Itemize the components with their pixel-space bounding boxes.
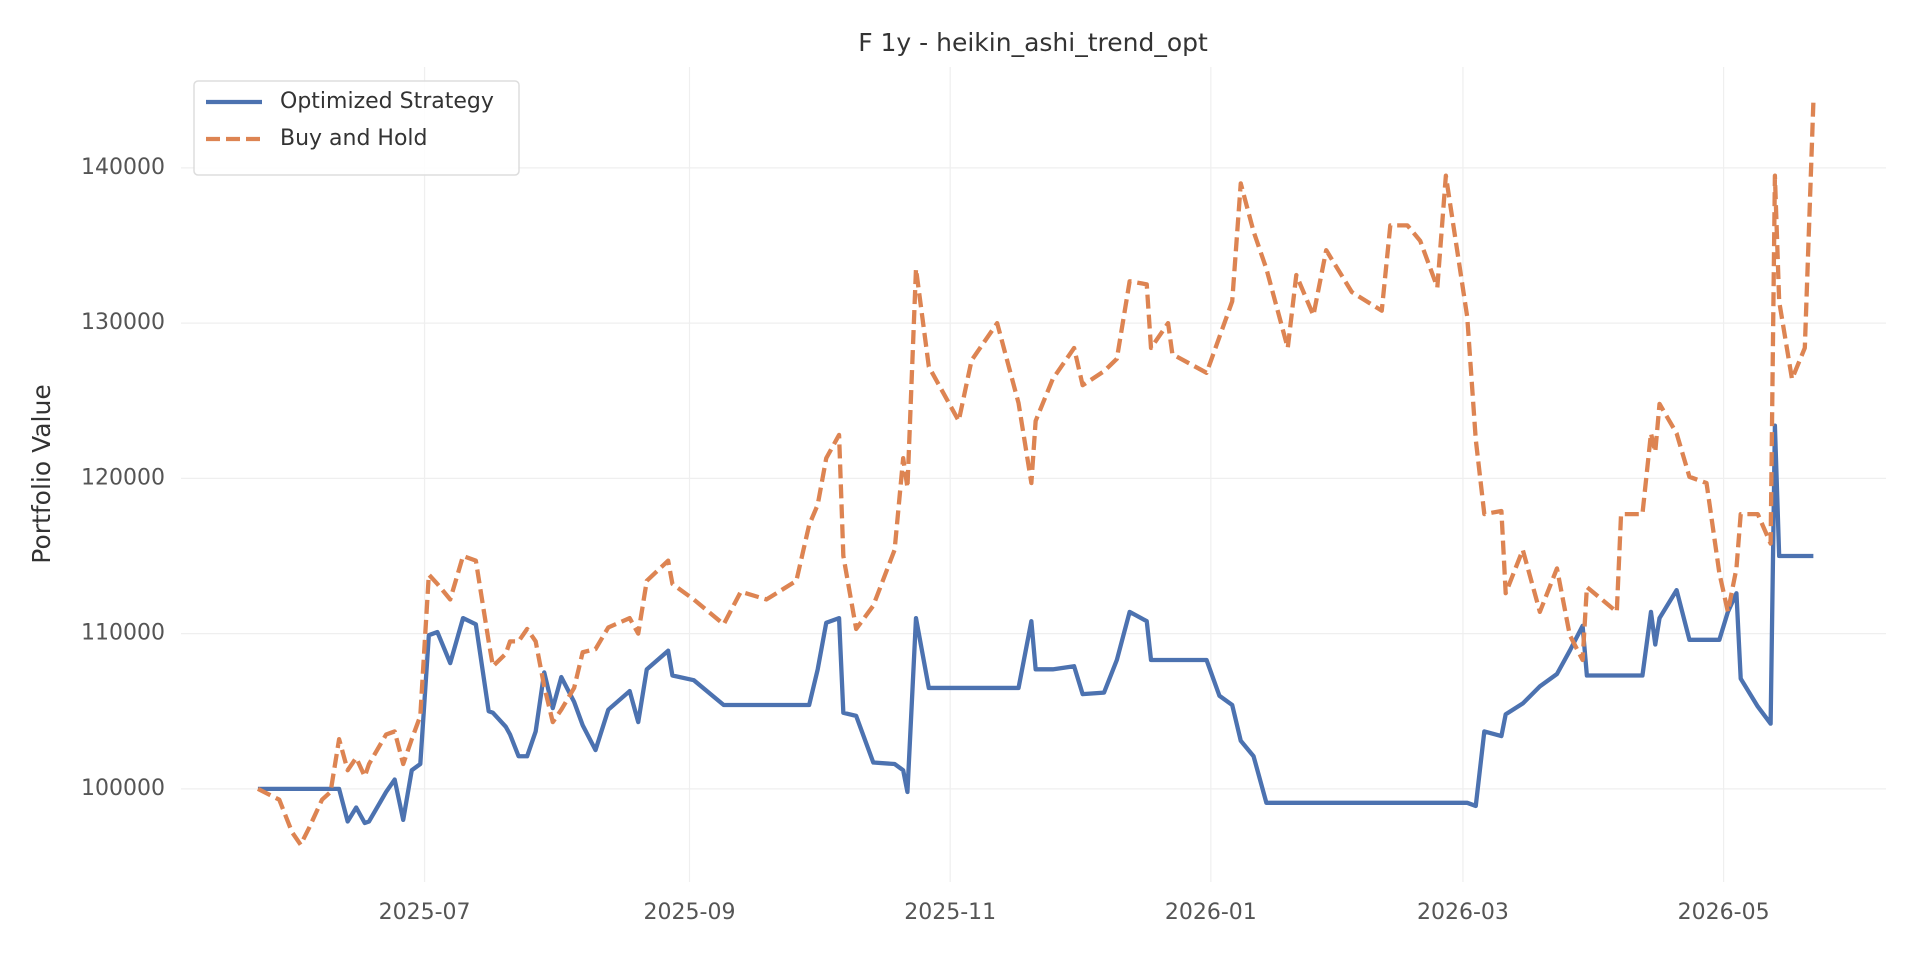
legend: Optimized Strategy Buy and Hold <box>193 80 520 176</box>
x-tick-label: 2026-05 <box>1678 900 1770 925</box>
y-tick-label: 130000 <box>81 310 165 335</box>
x-tick-label: 2025-09 <box>644 900 736 925</box>
y-tick-label: 110000 <box>81 621 165 646</box>
x-tick-label: 2026-01 <box>1165 900 1257 925</box>
series-line <box>257 423 1814 826</box>
y-tick-label: 140000 <box>81 155 165 180</box>
y-tick-label: 100000 <box>81 776 165 801</box>
y-axis-label: Portfolio Value <box>27 384 56 563</box>
series-line <box>256 102 1816 847</box>
x-tick-label: 2025-11 <box>904 900 996 925</box>
legend-label: Buy and Hold <box>280 126 428 151</box>
legend-label: Optimized Strategy <box>280 89 494 114</box>
chart-title: F 1y - heikin_ashi_trend_opt <box>858 28 1208 57</box>
x-tick-label: 2025-07 <box>379 900 471 925</box>
y-tick-label: 120000 <box>81 465 165 490</box>
legend-box <box>193 80 520 176</box>
x-tick-label: 2026-03 <box>1417 900 1509 925</box>
